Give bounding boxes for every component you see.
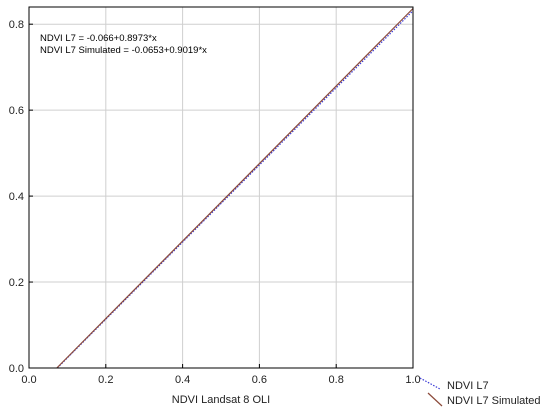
regression-equation-ndvi-l7: NDVI L7 = -0.066+0.8973*x: [40, 33, 157, 44]
legend-label-ndvi-l7: NDVI L7: [447, 380, 489, 392]
x-tick-label-2: 0.4: [175, 374, 190, 386]
legend: NDVI L7 NDVI L7 Simulated: [419, 377, 541, 407]
x-tick-label-0: 0.0: [21, 374, 36, 386]
series-line-ndvi-l7-simulated: [56, 8, 414, 369]
y-tick-label-2: 0.4: [9, 191, 24, 203]
x-axis-title: NDVI Landsat 8 OLI: [172, 394, 270, 406]
y-tick-label-4: 0.8: [9, 19, 24, 31]
legend-label-ndvi-l7-simulated: NDVI L7 Simulated: [447, 395, 541, 407]
legend-swatch-ndvi-l7: [419, 377, 441, 390]
y-tick-label-1: 0.2: [9, 277, 24, 289]
x-tick-label-3: 0.6: [252, 374, 267, 386]
x-tick-label-5: 1.0: [405, 374, 420, 386]
regression-equation-ndvi-l7-simulated: NDVI L7 Simulated = -0.0653+0.9019*x: [40, 45, 207, 56]
y-tick-label-3: 0.6: [9, 105, 24, 117]
x-tick-label-1: 0.2: [98, 374, 113, 386]
ticks: [28, 23, 414, 369]
x-tick-label-4: 0.8: [329, 374, 344, 386]
tick-labels: 0.0 0.2 0.4 0.6 0.8 1.0 0.0 0.2 0.4 0.6 0.8: [9, 19, 421, 386]
legend-swatch-ndvi-l7-simulated: [427, 392, 443, 407]
grid: [29, 7, 413, 368]
plot-frame: [28, 6, 414, 369]
y-tick-label-0: 0.0: [9, 363, 24, 375]
series-layer: [56, 8, 414, 369]
